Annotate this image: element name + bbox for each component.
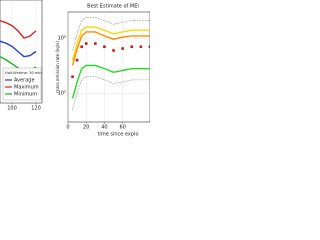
- legend-label: Average: [14, 78, 35, 84]
- data-point: [130, 45, 134, 49]
- data-point: [71, 75, 74, 78]
- page: 100 120 Half-lifetime: 30 min Average Maximu…: [0, 0, 150, 150]
- legend-label: Minimum: [14, 92, 37, 98]
- chart-title: Best Estimate of MEI: [87, 4, 139, 10]
- right-chart: 0 20 40 60 10⁵ 10⁶ Best Estimate of MEI time si…: [55, 4, 150, 138]
- data-point: [103, 45, 106, 49]
- plot-frame: [0, 0, 43, 104]
- y-tick-label: 10⁶: [58, 36, 66, 42]
- data-point: [139, 45, 143, 49]
- series-line: [72, 17, 150, 51]
- x-tick-label: 60: [119, 125, 125, 131]
- legend-title: Half-lifetime: 30 min: [5, 71, 42, 75]
- series-line: [0, 40, 37, 58]
- series-line: [71, 64, 150, 99]
- series-line: [72, 76, 150, 110]
- series-line: [71, 26, 150, 61]
- data-point: [121, 47, 124, 50]
- x-tick-label: 20: [83, 125, 89, 131]
- legend-box: [2, 67, 42, 101]
- legend-label: Maximum: [14, 85, 39, 91]
- y-tick-label: 10⁵: [58, 91, 66, 97]
- x-tick-label: 120: [31, 106, 41, 112]
- data-point: [94, 42, 97, 45]
- series-line: [71, 31, 150, 66]
- data-point: [80, 45, 83, 49]
- data-point: [148, 45, 150, 49]
- x-axis-label: time since explo: [97, 132, 138, 138]
- data-point: [112, 49, 115, 52]
- left-chart: 100 120 Half-lifetime: 30 min AverageMaximu…: [0, 0, 43, 112]
- series-line: [0, 19, 37, 39]
- x-tick-label: 40: [101, 125, 107, 131]
- data-point: [75, 58, 79, 62]
- x-tick-label: 0: [66, 125, 69, 131]
- screenshot: 100 120 Half-lifetime: 30 min AverageMaximu…: [0, 0, 150, 150]
- y-axis-label: mass emission rate (kg/s): [55, 41, 60, 93]
- data-point: [84, 42, 88, 45]
- x-tick-label: 100: [7, 106, 17, 112]
